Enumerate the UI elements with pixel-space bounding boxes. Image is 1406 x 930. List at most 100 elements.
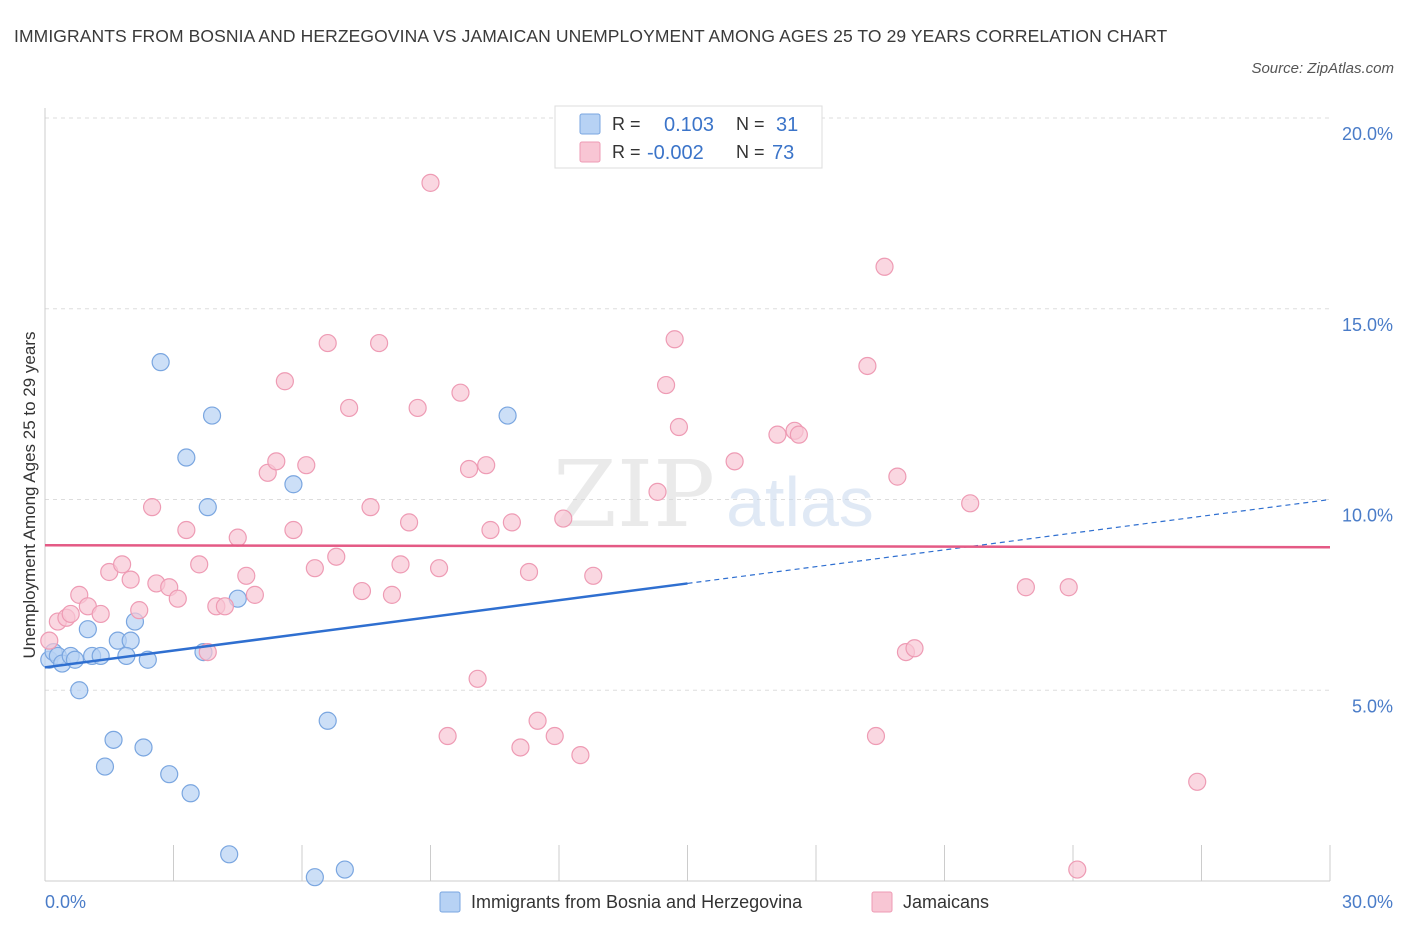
point-jamaicans [648,482,667,501]
legend-r-label-jamaicans: R = [612,142,641,162]
legend-r-label-bosnia: R = [612,114,641,134]
point-jamaicans [275,372,294,391]
y-tick-label: 15.0% [1342,315,1393,335]
watermark-atlas: atlas [726,463,874,541]
point-jamaicans [1188,772,1207,791]
point-bosnia [78,620,97,639]
point-jamaicans [382,585,402,604]
point-jamaicans [1016,578,1035,597]
x-tick-label: 30.0% [1342,892,1393,912]
point-jamaicans [789,425,808,444]
y-axis-label: Unemployment Among Ages 25 to 29 years [20,332,39,659]
point-bosnia [134,738,153,757]
point-bosnia [151,353,170,372]
point-bosnia [121,631,140,650]
point-jamaicans [545,726,564,746]
point-jamaicans [40,631,59,650]
point-bosnia [284,475,303,494]
bottom-legend-label-jamaicans: Jamaicans [903,892,989,912]
point-jamaicans [408,398,427,418]
point-bosnia [70,681,89,700]
legend-swatch-jamaicans [579,141,601,163]
point-jamaicans [477,456,496,475]
point-jamaicans [858,356,877,376]
point-jamaicans [502,513,521,532]
tick-labels: 5.0% 10.0% 15.0% 20.0% 0.0% 30.0% [45,124,1393,912]
point-bosnia [318,711,337,730]
point-jamaicans [297,456,316,475]
point-jamaicans [768,425,787,444]
point-jamaicans [584,566,603,585]
point-jamaicans [284,520,303,540]
y-tick-label: 20.0% [1342,124,1393,144]
point-jamaicans [905,639,924,658]
correlation-legend: R = 0.103 N = 31 R = -0.002 N = 73 [554,105,823,169]
point-jamaicans [190,555,209,574]
point-jamaicans [237,566,256,585]
bottom-legend-swatch-jamaicans [871,891,893,913]
point-jamaicans [519,562,539,582]
point-jamaicans [391,555,410,574]
point-jamaicans [451,383,470,402]
point-bosnia [220,845,239,864]
point-jamaicans [318,333,337,353]
point-jamaicans [554,509,573,528]
point-jamaicans [352,581,372,601]
point-jamaicans [228,528,247,547]
bottom-legend-swatch-bosnia [439,891,461,913]
point-bosnia [498,406,517,425]
y-tick-label: 10.0% [1342,506,1393,526]
point-jamaicans [327,547,346,566]
legend-r-value-jamaicans: -0.002 [647,142,704,164]
point-jamaicans [438,726,457,746]
point-jamaicans [91,604,110,624]
point-jamaicans [168,589,187,608]
legend-n-label-jamaicans: N = [736,142,765,162]
point-jamaicans [866,726,886,746]
point-bosnia [65,650,85,669]
point-bosnia [335,860,354,879]
x-tick-label: 0.0% [45,892,86,912]
point-jamaicans [961,494,980,513]
point-jamaicans [399,513,419,532]
point-jamaicans [61,604,80,624]
watermark: ZIP atlas [553,441,874,548]
point-jamaicans [511,738,530,757]
chart-title: IMMIGRANTS FROM BOSNIA AND HERZEGOVINA V… [14,26,1168,46]
point-jamaicans [361,498,380,517]
watermark-zip: ZIP [553,441,715,548]
point-jamaicans [459,459,479,479]
axes [44,108,1331,882]
point-jamaicans [571,746,590,765]
point-jamaicans [215,597,234,616]
point-jamaicans [245,585,264,604]
data-points [40,173,1207,887]
point-bosnia [160,765,179,784]
point-jamaicans [429,559,449,578]
point-jamaicans [305,559,324,578]
point-jamaicans [340,398,359,418]
point-bosnia [202,406,222,425]
series-legend: Immigrants from Bosnia and Herzegovina J… [439,891,989,913]
legend-n-label-bosnia: N = [736,114,765,134]
point-bosnia [177,448,196,467]
legend-swatch-bosnia [579,113,601,135]
point-jamaicans [725,452,744,471]
point-jamaicans [665,330,684,349]
point-bosnia [181,784,200,803]
point-jamaicans [528,711,547,730]
point-bosnia [104,730,123,749]
trend-lines [44,498,1331,669]
point-jamaicans [112,555,132,574]
point-jamaicans [142,498,162,517]
legend-r-value-bosnia: 0.103 [664,114,714,136]
point-jamaicans [1059,578,1078,597]
point-jamaicans [177,520,196,540]
point-jamaicans [888,467,907,486]
point-bosnia [198,498,217,517]
point-jamaicans [1068,860,1087,879]
point-jamaicans [468,669,487,688]
point-jamaicans [370,333,389,353]
trend-line-bosnia [44,582,688,669]
source-label: Source: ZipAtlas.com [1251,60,1394,77]
